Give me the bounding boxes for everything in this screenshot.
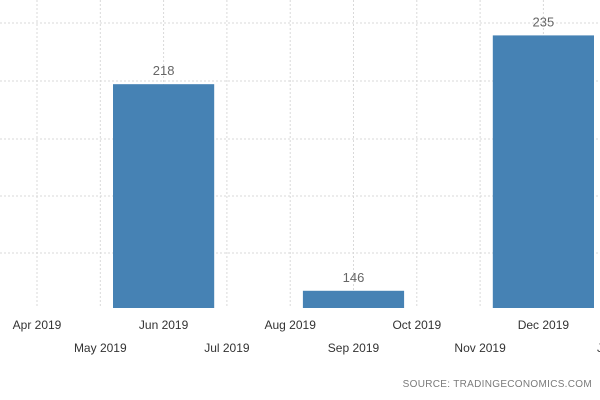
x-tick-label: Sep 2019	[328, 341, 380, 355]
x-tick-label: Jan	[597, 341, 600, 355]
x-tick-label: Nov 2019	[454, 341, 506, 355]
bar-218	[113, 84, 215, 308]
bar-235	[492, 35, 594, 309]
x-tick-label: Dec 2019	[518, 318, 570, 332]
x-tick-label: May 2019	[74, 341, 127, 355]
data-labels-group: 218 146 235	[153, 14, 555, 284]
x-tick-label: Jul 2019	[204, 341, 250, 355]
vertical-grid	[36, 0, 544, 308]
x-tick-label: Apr 2019	[13, 318, 62, 332]
x-tick-label: Aug 2019	[265, 318, 317, 332]
bars-group	[113, 35, 594, 309]
data-label-235: 235	[533, 14, 555, 29]
x-tick-label: Jun 2019	[139, 318, 189, 332]
x-axis-tick-labels: Apr 2019 May 2019 Jun 2019 Jul 2019 Aug 2019…	[13, 318, 600, 355]
data-label-146: 146	[343, 270, 365, 285]
bar-146	[302, 290, 405, 308]
data-label-218: 218	[153, 63, 175, 78]
source-credit: SOURCE: TRADINGECONOMICS.COM	[403, 379, 592, 390]
x-tick-label: Oct 2019	[392, 318, 441, 332]
